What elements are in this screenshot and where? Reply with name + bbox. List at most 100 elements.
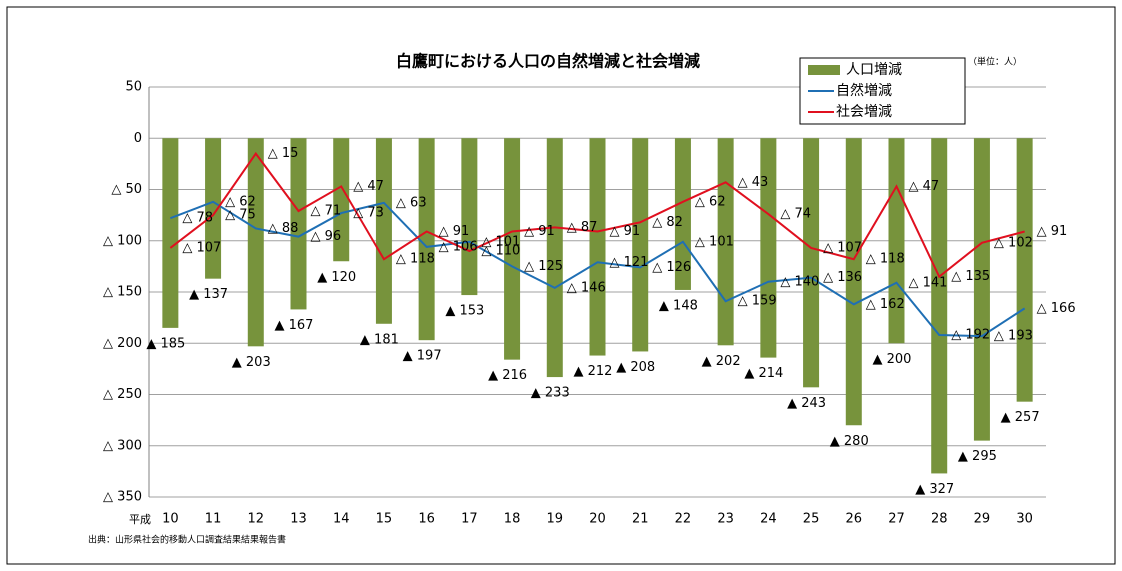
line-value-label: △ 126	[652, 260, 691, 275]
legend-label: 自然増減	[836, 82, 892, 99]
x-tick-label: 22	[675, 512, 692, 527]
line-value-label: △ 82	[652, 215, 683, 230]
bar	[504, 138, 521, 360]
x-tick-label: 21	[632, 512, 649, 527]
bar	[888, 138, 905, 344]
x-tick-label: 24	[760, 512, 777, 527]
bar	[375, 138, 392, 324]
x-tick-label: 16	[418, 512, 435, 527]
unit-note: （単位：人）	[968, 56, 1022, 68]
bar	[845, 138, 862, 426]
line-value-label: △ 146	[567, 280, 606, 295]
x-tick-label: 25	[803, 512, 820, 527]
line-value-label: △ 193	[994, 329, 1033, 344]
bar	[205, 138, 222, 279]
line-value-label: △ 140	[780, 274, 819, 289]
y-tick-label: △ 200	[103, 336, 142, 351]
line-value-label: △ 125	[524, 259, 563, 274]
y-tick-label: 0	[134, 131, 142, 146]
bar-value-label: ▲ 280	[830, 434, 869, 449]
x-tick-label: 13	[290, 512, 307, 527]
bar-value-label: ▲ 120	[317, 270, 356, 285]
bar-value-label: ▲ 214	[744, 366, 783, 381]
bar-value-label: ▲ 181	[360, 332, 399, 347]
line-value-label: △ 74	[780, 207, 811, 222]
y-tick-label: △ 300	[103, 438, 142, 453]
line-value-label: △ 141	[909, 275, 948, 290]
y-tick-label: △ 100	[103, 233, 142, 248]
legend-label: 社会増減	[836, 103, 892, 120]
line-value-label: △ 159	[738, 294, 777, 309]
line	[169, 151, 1025, 279]
x-axis-prefix: 平成	[129, 513, 151, 526]
line-value-label: △ 192	[951, 328, 990, 343]
x-tick-label: 29	[974, 512, 991, 527]
chart-title: 白鷹町における人口の自然増減と社会増減	[396, 52, 700, 71]
bar-value-label: ▲ 137	[189, 287, 228, 302]
x-tick-label: 17	[461, 512, 478, 527]
x-tick-label: 20	[589, 512, 606, 527]
line-value-label: △ 118	[396, 252, 435, 267]
x-tick-label: 28	[931, 512, 948, 527]
y-tick-label: △ 150	[103, 285, 142, 300]
bar	[247, 138, 264, 347]
line-value-label: △ 136	[823, 270, 862, 285]
bar	[1016, 138, 1033, 402]
x-tick-label: 15	[376, 512, 393, 527]
line-value-label: △ 110	[481, 244, 520, 259]
line-value-label: △ 91	[439, 224, 470, 239]
x-tick-label: 26	[846, 512, 863, 527]
y-tick-label: △ 50	[111, 182, 142, 197]
line-value-label: △ 88	[268, 221, 299, 236]
x-tick-label: 19	[547, 512, 564, 527]
bar	[803, 138, 820, 388]
bar-value-label: ▲ 295	[958, 449, 997, 464]
bar	[632, 138, 649, 352]
x-tick-label: 12	[248, 512, 265, 527]
x-tick-label: 23	[717, 512, 734, 527]
bar	[546, 138, 563, 378]
line-value-label: △ 107	[823, 240, 862, 255]
line-value-label: △ 101	[695, 234, 734, 249]
line-value-label: △ 78	[182, 211, 213, 226]
line-value-label: △ 73	[353, 206, 384, 221]
line-value-label: △ 102	[994, 235, 1033, 250]
bar-value-label: ▲ 327	[915, 482, 954, 497]
bar-value-label: ▲ 257	[1001, 410, 1040, 425]
bar	[290, 138, 307, 310]
bar	[717, 138, 734, 346]
y-tick-label: △ 250	[103, 387, 142, 402]
line	[169, 200, 1026, 338]
x-tick-label: 30	[1016, 512, 1033, 527]
line-value-label: △ 162	[866, 297, 905, 312]
line-value-label: △ 75	[225, 208, 256, 223]
bar-value-label: ▲ 185	[146, 336, 185, 351]
y-tick-label: △ 350	[103, 490, 142, 505]
line-value-label: △ 71	[311, 204, 342, 219]
bar-value-label: ▲ 243	[787, 396, 826, 411]
bar-value-label: ▲ 233	[531, 386, 570, 401]
line-value-label: △ 63	[396, 195, 427, 210]
line-value-label: △ 91	[524, 224, 555, 239]
line-value-label: △ 166	[1037, 301, 1076, 316]
bar	[333, 138, 350, 262]
line-value-label: △ 62	[695, 194, 726, 209]
bar	[760, 138, 777, 358]
x-tick-label: 18	[504, 512, 521, 527]
bar	[589, 138, 606, 356]
y-tick-label: 50	[125, 80, 142, 95]
bar-value-label: ▲ 167	[275, 318, 314, 333]
line-value-label: △ 135	[951, 269, 990, 284]
x-tick-label: 27	[888, 512, 905, 527]
bar	[973, 138, 990, 441]
line-value-label: △ 96	[311, 229, 342, 244]
bar-value-label: ▲ 212	[574, 364, 613, 379]
source: 出典：山形県社会的移動人口調査結果結果報告書	[88, 534, 286, 546]
bar-value-label: ▲ 148	[659, 298, 698, 313]
bar-value-label: ▲ 216	[488, 368, 527, 383]
line-value-label: △ 118	[866, 252, 905, 267]
x-tick-label: 14	[333, 512, 350, 527]
line-value-label: △ 15	[268, 146, 299, 161]
bar	[461, 138, 478, 296]
